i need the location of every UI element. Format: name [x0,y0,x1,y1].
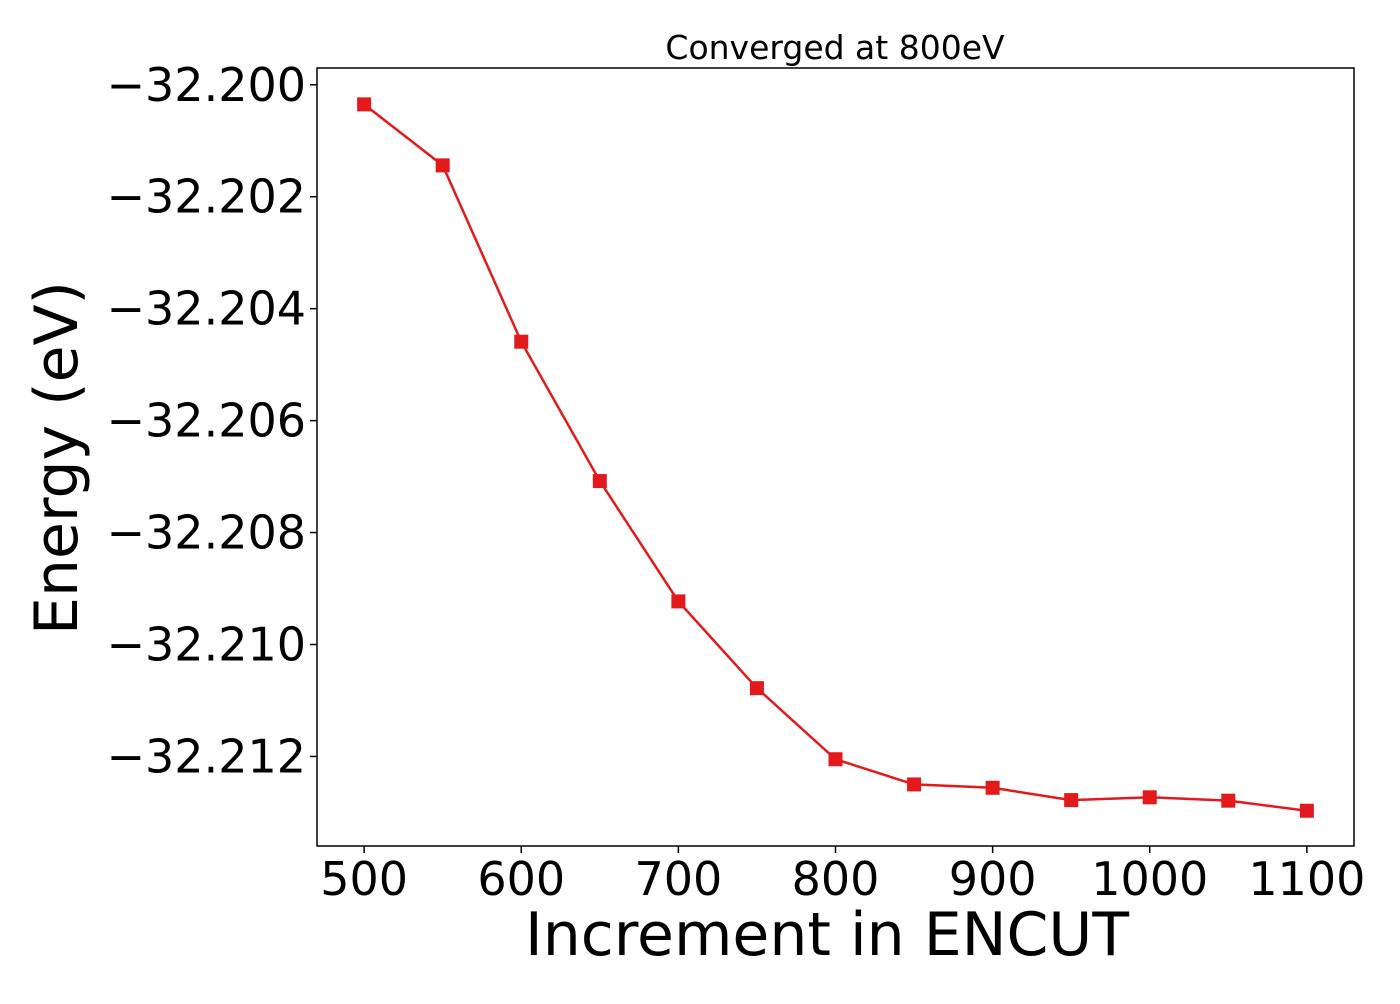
x-axis-ticks: 500 600 700 800 900 1000 1100 [320,846,1365,906]
x-tick-label: 900 [949,852,1037,906]
y-tick-label: −32.208 [107,506,307,560]
y-tick-label: −32.210 [107,618,307,672]
x-tick-label: 1100 [1248,852,1365,906]
y-axis-ticks: −32.200 −32.202 −32.204 −32.206 −32.208 −32.2… [107,58,317,783]
x-tick-label: 1000 [1091,852,1208,906]
data-point-marker [985,780,1000,795]
data-point-marker [1221,793,1236,808]
data-point-marker [907,777,922,792]
plot-area-frame [316,67,1355,847]
x-axis-title: Increment in ENCUT [525,900,1129,970]
x-tick-label: 600 [477,852,565,906]
data-point-marker [1064,793,1079,808]
y-axis-title: Energy (eV) [22,281,92,635]
data-point-marker [828,752,843,767]
chart-title: Converged at 800eV [665,28,1005,67]
y-tick-label: −32.202 [107,170,307,224]
x-tick-label: 700 [634,852,722,906]
data-point-marker [592,474,607,489]
data-point-marker [749,681,764,696]
series-group [357,97,1314,818]
y-tick-label: −32.200 [107,58,307,112]
series-line [363,103,1308,812]
x-tick-label: 800 [792,852,880,906]
y-tick-label: −32.206 [107,394,307,448]
data-point-marker [514,334,529,349]
data-point-marker [1142,790,1157,805]
x-tick-label: 500 [320,852,408,906]
data-point-marker [435,158,450,173]
y-tick-label: −32.204 [107,282,307,336]
y-tick-label: −32.212 [107,729,307,783]
data-point-marker [1299,803,1314,818]
data-point-marker [357,97,372,112]
data-point-marker [671,594,686,609]
